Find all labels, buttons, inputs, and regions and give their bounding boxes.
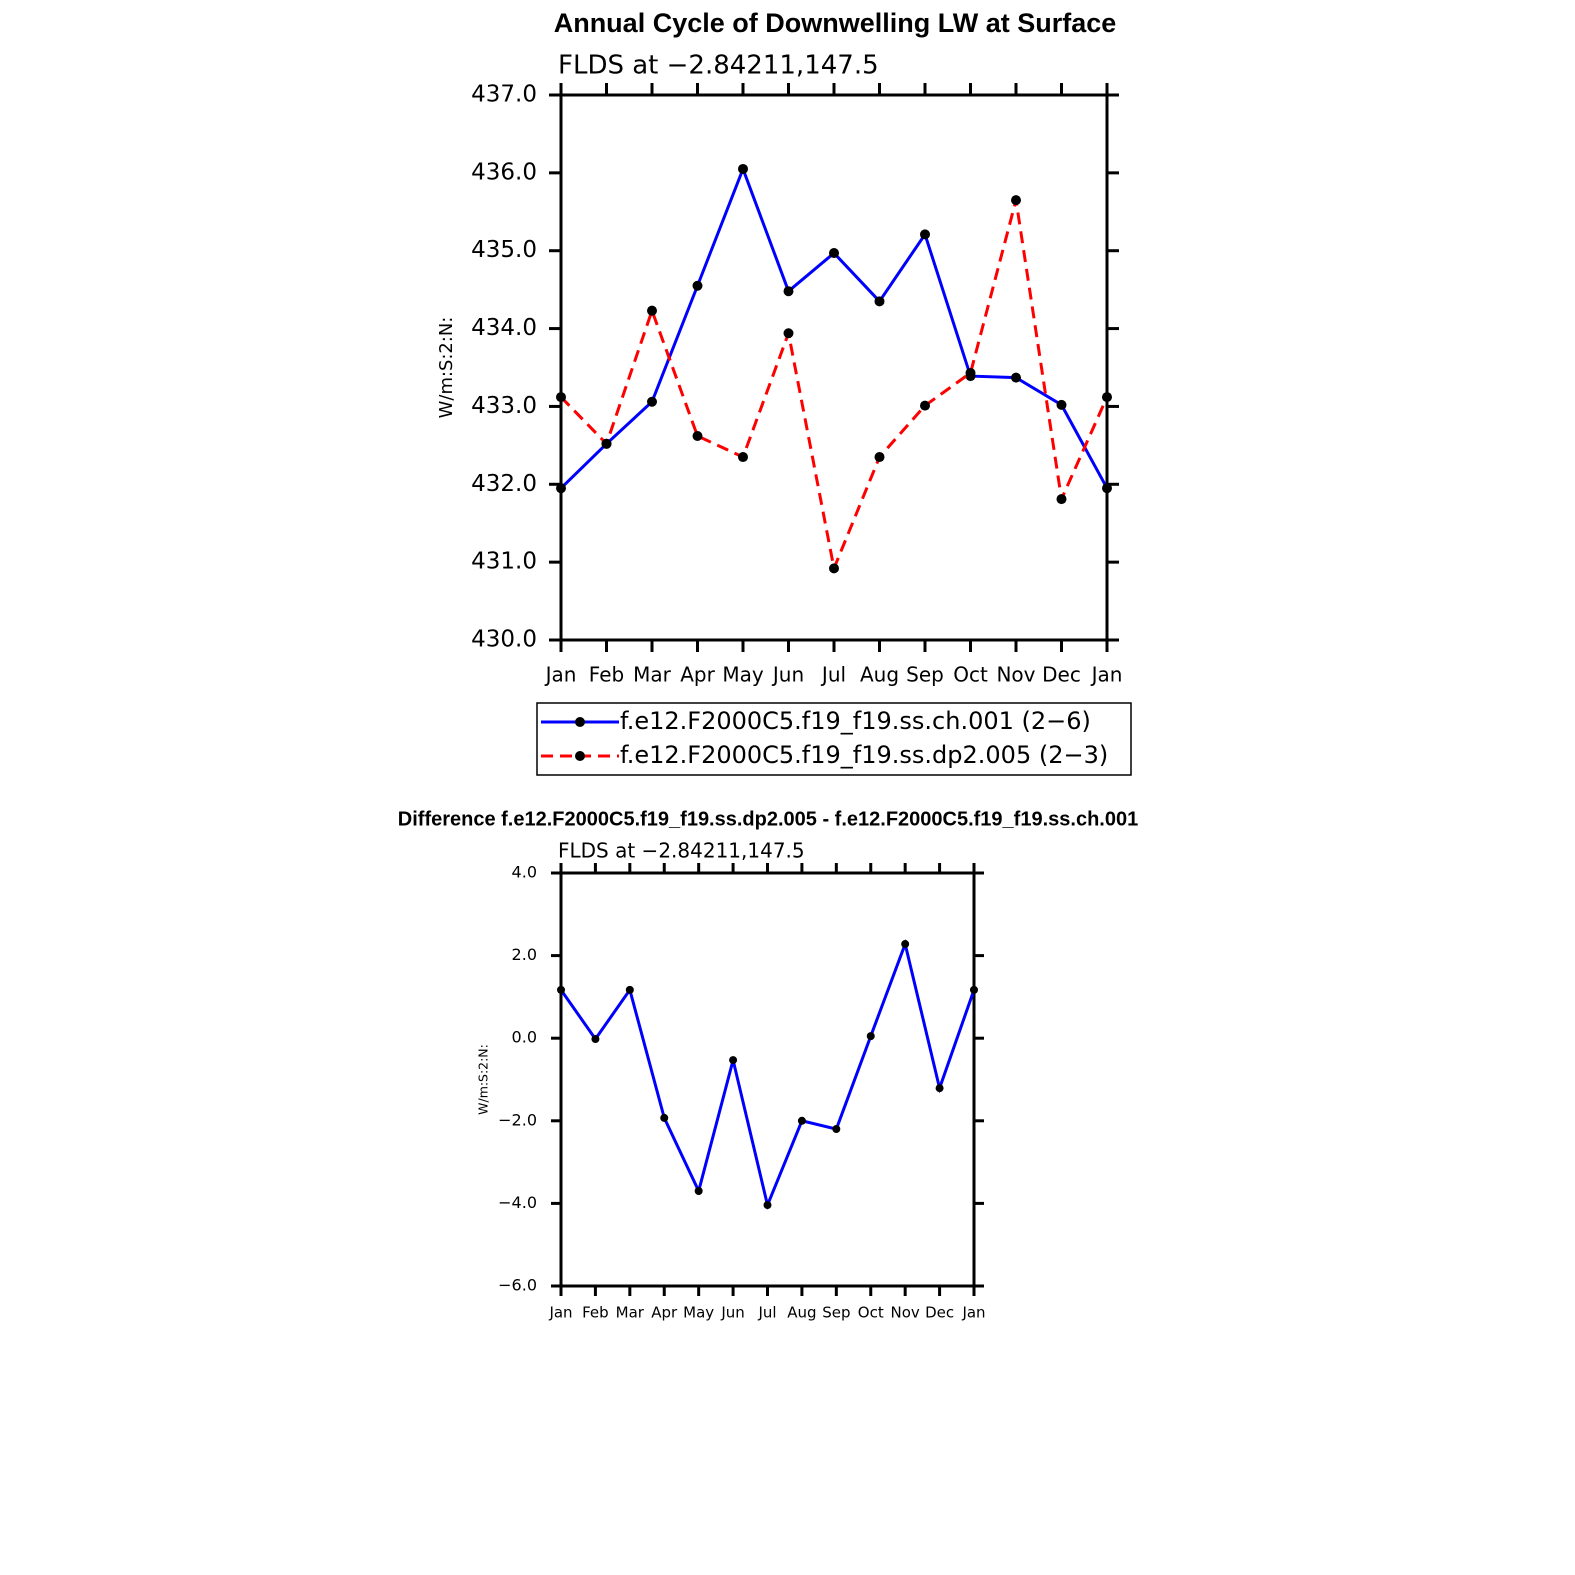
plot-frame bbox=[559, 871, 976, 1288]
y-tick-label: 436.0 bbox=[471, 159, 537, 185]
marker bbox=[1011, 372, 1021, 383]
y-tick-label: 431.0 bbox=[471, 549, 537, 575]
x-tick-label: Jul bbox=[757, 1304, 776, 1322]
marker bbox=[874, 452, 885, 463]
y-axis-label: W/m:S:2:N: bbox=[436, 317, 457, 419]
y-tick-label: −6.0 bbox=[498, 1276, 537, 1295]
marker bbox=[829, 248, 839, 259]
marker bbox=[738, 452, 748, 463]
y-tick-label: −4.0 bbox=[498, 1193, 537, 1212]
series-line bbox=[559, 938, 976, 1210]
marker bbox=[1056, 494, 1067, 505]
marker bbox=[901, 940, 910, 949]
x-tick-label: Jan bbox=[961, 1304, 985, 1322]
chart-title: Annual Cycle of Downwelling LW at Surfac… bbox=[554, 8, 1117, 38]
x-tick-label: Jun bbox=[720, 1304, 744, 1322]
x-tick-label: Feb bbox=[589, 663, 624, 687]
x-tick-label: Nov bbox=[996, 663, 1035, 687]
legend-marker bbox=[575, 751, 585, 761]
marker bbox=[874, 296, 885, 307]
y-tick-label: 435.0 bbox=[471, 237, 537, 263]
y-tick-label: 430.0 bbox=[471, 627, 537, 653]
marker bbox=[729, 1056, 738, 1065]
x-tick-label: Jan bbox=[1090, 663, 1123, 687]
marker bbox=[556, 392, 566, 403]
x-tick-label: Apr bbox=[680, 663, 715, 687]
plot-frame bbox=[559, 93, 1109, 642]
x-tick-label: Oct bbox=[953, 663, 988, 687]
marker bbox=[660, 1113, 669, 1122]
chart-title: Difference f.e12.F2000C5.f19_f19.ss.dp2.… bbox=[398, 808, 1138, 830]
marker bbox=[601, 438, 612, 449]
marker bbox=[738, 163, 748, 174]
x-tick-label: Aug bbox=[860, 663, 899, 687]
marker bbox=[935, 1084, 944, 1093]
y-tick-label: 433.0 bbox=[471, 393, 537, 419]
marker bbox=[920, 400, 930, 411]
x-tick-label: Jan bbox=[544, 663, 577, 687]
marker bbox=[1011, 195, 1021, 206]
x-tick-label: Apr bbox=[651, 1304, 678, 1322]
y-tick-label: 432.0 bbox=[471, 471, 537, 497]
marker bbox=[625, 985, 634, 994]
x-tick-label: Aug bbox=[787, 1304, 816, 1322]
marker bbox=[647, 305, 657, 316]
legend-label: f.e12.F2000C5.f19_f19.ss.ch.001 (2−6) bbox=[620, 707, 1091, 735]
legend-label: f.e12.F2000C5.f19_f19.ss.dp2.005 (2−3) bbox=[620, 741, 1108, 769]
y-tick-label: 434.0 bbox=[471, 315, 537, 341]
marker bbox=[832, 1125, 841, 1134]
y-tick-label: −2.0 bbox=[498, 1110, 537, 1129]
marker bbox=[692, 280, 703, 291]
marker bbox=[783, 328, 794, 339]
y-tick-label: 4.0 bbox=[512, 863, 537, 882]
x-tick-label: Sep bbox=[906, 663, 944, 687]
y-tick-label: 0.0 bbox=[512, 1028, 537, 1047]
x-tick-label: Oct bbox=[858, 1304, 884, 1322]
x-tick-label: Mar bbox=[616, 1304, 645, 1322]
marker bbox=[783, 286, 794, 297]
marker bbox=[763, 1201, 772, 1210]
x-tick-label: Feb bbox=[582, 1304, 609, 1322]
x-tick-label: May bbox=[722, 663, 764, 687]
x-tick-label: Sep bbox=[822, 1304, 850, 1322]
x-tick-label: Jul bbox=[820, 663, 846, 687]
marker bbox=[797, 1116, 806, 1125]
marker bbox=[829, 563, 839, 574]
marker bbox=[692, 431, 703, 442]
series-line bbox=[559, 164, 1109, 490]
y-tick-label: 437.0 bbox=[471, 82, 537, 108]
x-tick-label: Jan bbox=[548, 1304, 572, 1322]
marker bbox=[920, 229, 930, 240]
chart: Difference f.e12.F2000C5.f19_f19.ss.dp2.… bbox=[398, 808, 1138, 1321]
chart-subtitle: FLDS at −2.84211,147.5 bbox=[558, 51, 879, 81]
x-tick-label: Mar bbox=[633, 663, 672, 687]
y-axis-label: W/m:S:2:N: bbox=[476, 1044, 491, 1115]
marker bbox=[1056, 399, 1067, 410]
marker bbox=[866, 1032, 875, 1041]
x-tick-label: Dec bbox=[1042, 663, 1081, 687]
marker bbox=[965, 367, 976, 378]
marker bbox=[1102, 483, 1112, 494]
marker bbox=[970, 985, 978, 994]
marker bbox=[591, 1035, 600, 1044]
legend-marker bbox=[575, 717, 585, 727]
chart: Annual Cycle of Downwelling LW at Surfac… bbox=[436, 8, 1132, 776]
x-tick-label: Nov bbox=[891, 1304, 920, 1322]
marker bbox=[1102, 392, 1112, 403]
legend-box bbox=[536, 702, 1132, 776]
chart-subtitle: FLDS at −2.84211,147.5 bbox=[558, 839, 805, 863]
marker bbox=[694, 1187, 703, 1196]
x-tick-label: Dec bbox=[925, 1304, 954, 1322]
x-tick-label: May bbox=[683, 1304, 714, 1322]
marker bbox=[557, 985, 565, 994]
x-tick-label: Jun bbox=[771, 663, 804, 687]
y-tick-label: 2.0 bbox=[512, 945, 537, 964]
marker bbox=[556, 483, 566, 494]
marker bbox=[647, 396, 657, 407]
